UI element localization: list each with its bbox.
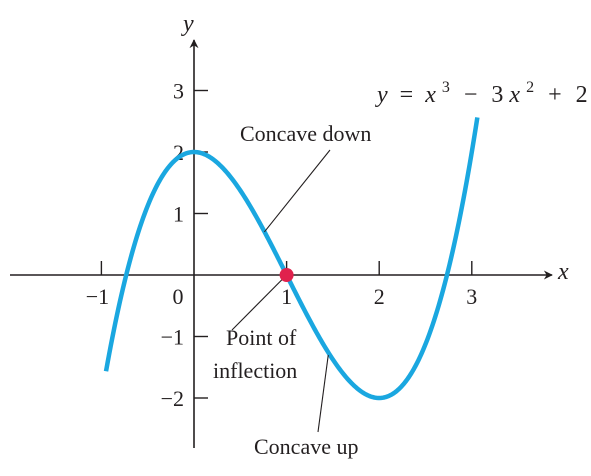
annotation-concave-up: Concave up	[254, 434, 358, 459]
annotation-point-of-inflection-line1: Point of	[226, 325, 297, 350]
equation-label: y = x 3 − 3 x 2 + 2	[375, 72, 588, 108]
annotation-leader-line	[232, 275, 287, 330]
eq-x2: x	[508, 82, 520, 108]
annotation-leader-line	[264, 150, 330, 232]
eq-minus: −	[464, 82, 478, 108]
x-tick-label: 2	[374, 284, 385, 309]
x-axis-label: x	[557, 259, 569, 285]
x-tick-label: −1	[86, 284, 109, 309]
points-layer	[280, 268, 294, 282]
inflection-point-marker	[280, 268, 294, 282]
annotation-concave-down: Concave down	[240, 121, 371, 146]
eq-equals: =	[400, 82, 414, 108]
eq-const: 2	[576, 82, 588, 108]
x-tick-label: 3	[466, 284, 477, 309]
eq-plus: +	[548, 82, 562, 108]
y-tick-label: −2	[161, 386, 184, 411]
eq-coef: 3	[491, 82, 503, 108]
annotation-leader-line	[318, 355, 328, 432]
function-curve	[106, 117, 477, 398]
y-tick-label: 3	[173, 79, 184, 104]
x-tick-label: 0	[173, 284, 184, 309]
eq-x1: x	[424, 82, 436, 108]
eq-p2: 2	[526, 79, 534, 96]
y-tick-label: −1	[161, 325, 184, 350]
y-tick-label: 1	[173, 202, 184, 227]
eq-p1: 3	[442, 79, 450, 96]
annotation-point-of-inflection-line2: inflection	[213, 358, 297, 383]
eq-y: y	[375, 82, 388, 108]
y-axis-label: y	[181, 11, 194, 37]
curve-layer	[106, 117, 477, 398]
x-tick-label: 1	[281, 284, 292, 309]
